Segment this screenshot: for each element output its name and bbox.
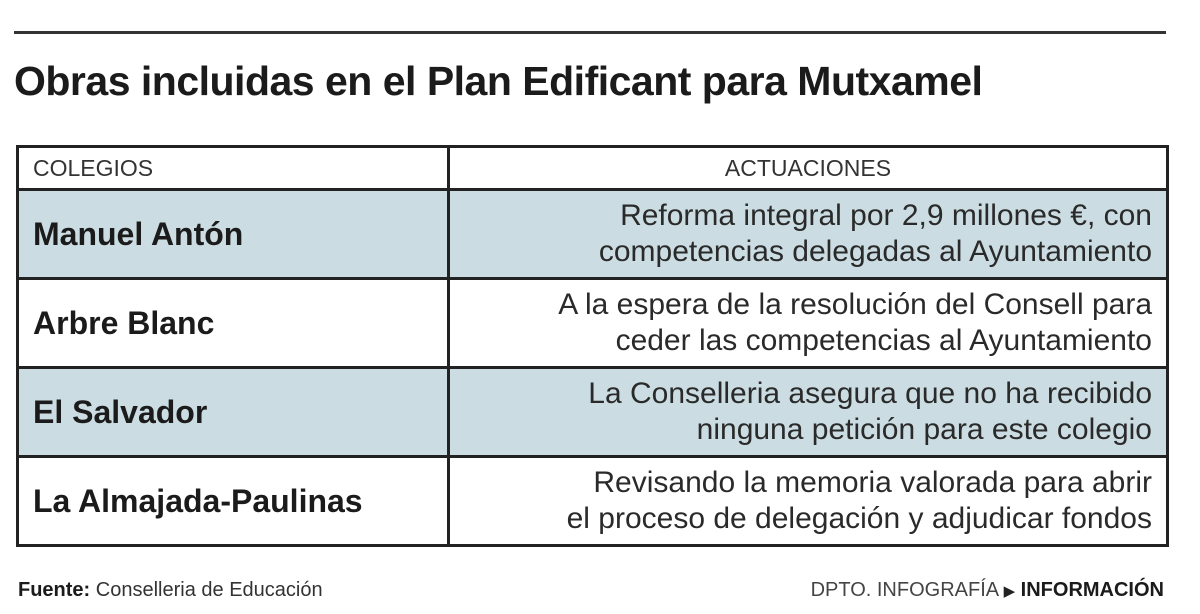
action-cell: Reforma integral por 2,9 millones €, con… — [447, 188, 1169, 280]
source-note: Fuente: Conselleria de Educación — [18, 579, 323, 602]
action-line: Revisando la memoria valorada para abrir — [593, 466, 1152, 499]
action-line: Reforma integral por 2,9 millones €, con — [620, 199, 1152, 232]
action-line: competencias delegadas al Ayuntamiento — [598, 235, 1152, 268]
action-cell: A la espera de la resolución del Consell… — [447, 277, 1169, 369]
action-line: ninguna petición para este colegio — [696, 413, 1152, 446]
schools-table: COLEGIOS ACTUACIONES Manuel Antón Reform… — [16, 145, 1169, 547]
table-row: Manuel Antón Reforma integral por 2,9 mi… — [16, 188, 1169, 280]
school-name: El Salvador — [16, 366, 450, 458]
top-rule — [14, 31, 1166, 34]
school-name: La Almajada-Paulinas — [16, 455, 450, 547]
header-colegios: COLEGIOS — [16, 145, 450, 191]
school-name: Arbre Blanc — [16, 277, 450, 369]
credit-paper: INFORMACIÓN — [1020, 579, 1164, 601]
action-line: ceder las competencias al Ayuntamiento — [615, 324, 1152, 357]
triangle-right-icon: ▶ — [1003, 583, 1016, 600]
action-line: La Conselleria asegura que no ha recibid… — [588, 377, 1152, 410]
credit: DPTO. INFOGRAFÍA ▶ INFORMACIÓN — [811, 579, 1164, 602]
header-actuaciones: ACTUACIONES — [447, 145, 1169, 191]
page-title: Obras incluidas en el Plan Edificant par… — [14, 58, 983, 104]
table-row: Arbre Blanc A la espera de la resolución… — [16, 277, 1169, 369]
table-header-row: COLEGIOS ACTUACIONES — [16, 145, 1169, 191]
table-row: El Salvador La Conselleria asegura que n… — [16, 366, 1169, 458]
table-row: La Almajada-Paulinas Revisando la memori… — [16, 455, 1169, 547]
credit-dept: DPTO. INFOGRAFÍA — [810, 579, 998, 601]
action-line: A la espera de la resolución del Consell… — [558, 288, 1152, 321]
source-text: Conselleria de Educación — [95, 579, 323, 601]
action-cell: La Conselleria asegura que no ha recibid… — [447, 366, 1169, 458]
action-line: el proceso de delegación y adjudicar fon… — [566, 502, 1152, 535]
action-cell: Revisando la memoria valorada para abrir… — [447, 455, 1169, 547]
school-name: Manuel Antón — [16, 188, 450, 280]
source-label: Fuente: — [18, 579, 91, 601]
